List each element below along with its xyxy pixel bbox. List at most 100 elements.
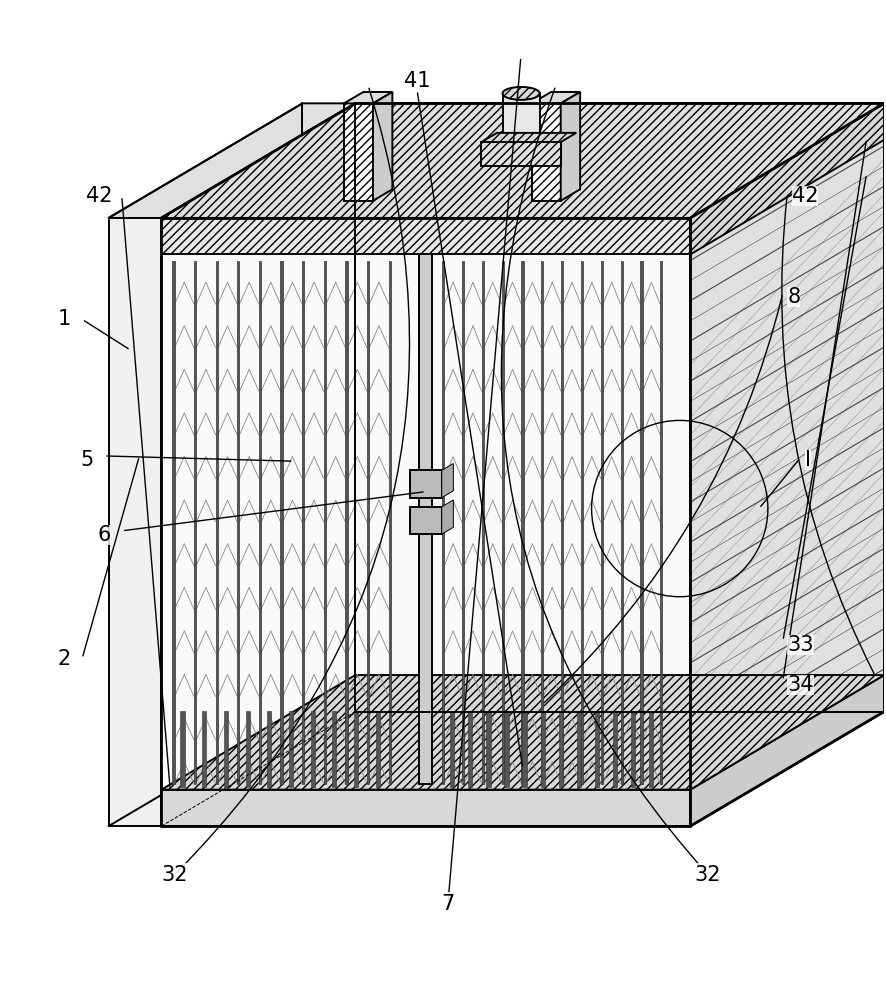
FancyArrowPatch shape [124, 492, 423, 530]
FancyArrowPatch shape [107, 456, 291, 461]
FancyArrowPatch shape [84, 321, 128, 349]
Polygon shape [323, 261, 326, 784]
Polygon shape [689, 675, 883, 826]
Polygon shape [630, 711, 634, 787]
Polygon shape [521, 261, 523, 784]
Text: 32: 32 [161, 865, 188, 885]
Polygon shape [161, 675, 883, 790]
Text: 1: 1 [58, 309, 71, 329]
Polygon shape [108, 103, 355, 218]
FancyArrowPatch shape [782, 141, 866, 678]
Polygon shape [108, 218, 161, 826]
Polygon shape [640, 261, 642, 784]
Text: 34: 34 [787, 675, 812, 695]
Polygon shape [289, 711, 292, 787]
Polygon shape [649, 711, 652, 787]
Text: 32: 32 [694, 865, 720, 885]
Polygon shape [504, 711, 508, 787]
FancyArrowPatch shape [417, 93, 522, 766]
FancyArrowPatch shape [176, 88, 409, 873]
Polygon shape [259, 261, 260, 784]
Polygon shape [354, 711, 358, 787]
FancyArrowPatch shape [447, 27, 523, 901]
Polygon shape [659, 261, 662, 784]
FancyArrowPatch shape [782, 177, 865, 638]
Polygon shape [580, 261, 582, 784]
Polygon shape [689, 103, 883, 254]
FancyArrowPatch shape [781, 197, 874, 674]
Polygon shape [373, 92, 392, 201]
Polygon shape [560, 261, 563, 784]
Polygon shape [441, 463, 453, 498]
Ellipse shape [502, 87, 539, 100]
Polygon shape [375, 711, 379, 787]
Polygon shape [267, 711, 271, 787]
Text: 8: 8 [787, 287, 799, 307]
Text: I: I [804, 450, 810, 470]
Polygon shape [576, 711, 580, 787]
Polygon shape [531, 103, 560, 201]
Polygon shape [332, 711, 336, 787]
Text: 2: 2 [58, 649, 71, 669]
Polygon shape [560, 92, 579, 201]
Polygon shape [161, 103, 883, 218]
FancyArrowPatch shape [501, 88, 705, 873]
Polygon shape [310, 711, 315, 787]
Polygon shape [441, 500, 453, 534]
Polygon shape [180, 711, 184, 787]
FancyArrowPatch shape [122, 199, 170, 788]
Polygon shape [194, 261, 196, 784]
Polygon shape [501, 261, 503, 784]
Polygon shape [595, 711, 598, 787]
Polygon shape [161, 790, 689, 826]
Polygon shape [409, 507, 441, 534]
Polygon shape [540, 261, 543, 784]
Polygon shape [280, 261, 283, 784]
Polygon shape [161, 103, 883, 218]
Polygon shape [689, 103, 883, 826]
Polygon shape [345, 261, 347, 784]
Polygon shape [419, 254, 432, 784]
Text: 33: 33 [787, 635, 812, 655]
Polygon shape [600, 261, 602, 784]
Polygon shape [161, 218, 689, 254]
Text: 41: 41 [403, 71, 430, 91]
Polygon shape [502, 93, 539, 166]
Text: 42: 42 [791, 186, 817, 206]
Polygon shape [202, 711, 206, 787]
Polygon shape [441, 261, 444, 784]
Polygon shape [161, 218, 689, 826]
Text: 7: 7 [440, 894, 454, 914]
Polygon shape [237, 261, 239, 784]
Polygon shape [481, 133, 576, 142]
Polygon shape [161, 712, 883, 826]
Polygon shape [215, 261, 218, 784]
Polygon shape [558, 711, 563, 787]
Polygon shape [223, 711, 228, 787]
Polygon shape [481, 142, 560, 166]
Polygon shape [245, 711, 250, 787]
Polygon shape [344, 103, 373, 201]
Polygon shape [531, 92, 579, 103]
Polygon shape [468, 711, 472, 787]
Polygon shape [302, 261, 304, 784]
FancyArrowPatch shape [760, 460, 797, 506]
Text: 5: 5 [80, 450, 93, 470]
Polygon shape [450, 711, 454, 787]
Text: 42: 42 [87, 186, 113, 206]
Polygon shape [481, 261, 484, 784]
Polygon shape [612, 711, 617, 787]
Polygon shape [620, 261, 622, 784]
Polygon shape [409, 470, 441, 498]
FancyArrowPatch shape [82, 459, 138, 656]
Polygon shape [388, 261, 391, 784]
FancyArrowPatch shape [544, 296, 781, 703]
Polygon shape [540, 711, 544, 787]
Polygon shape [367, 261, 369, 784]
Polygon shape [522, 711, 526, 787]
Polygon shape [462, 261, 463, 784]
Polygon shape [172, 261, 175, 784]
Polygon shape [486, 711, 490, 787]
Polygon shape [344, 92, 392, 103]
Text: 6: 6 [97, 525, 111, 545]
